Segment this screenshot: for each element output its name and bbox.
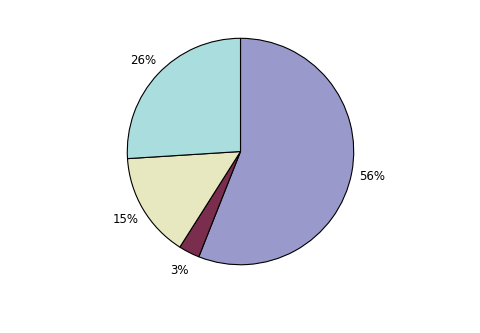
Text: 15%: 15% bbox=[112, 213, 138, 226]
Wedge shape bbox=[127, 38, 240, 159]
Text: 56%: 56% bbox=[358, 170, 384, 183]
Wedge shape bbox=[127, 152, 240, 247]
Wedge shape bbox=[180, 152, 240, 257]
Text: 3%: 3% bbox=[170, 264, 189, 277]
Text: 26%: 26% bbox=[130, 54, 156, 67]
Wedge shape bbox=[198, 38, 353, 265]
